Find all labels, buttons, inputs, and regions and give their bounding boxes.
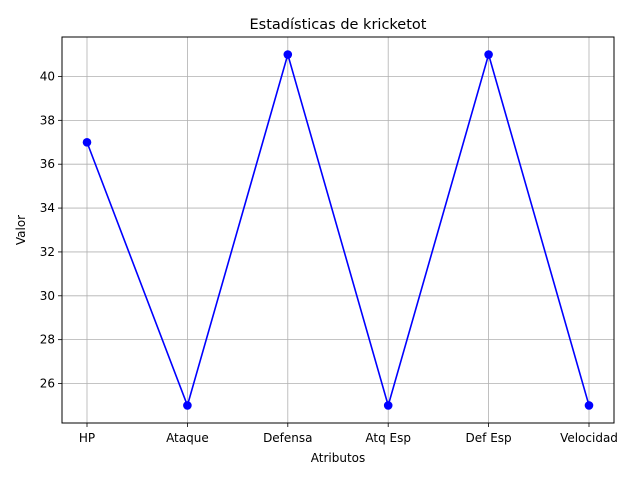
chart-title: Estadísticas de kricketot xyxy=(250,17,427,33)
series-line xyxy=(86,51,590,409)
data-point xyxy=(183,401,192,410)
y-tick-label: 38 xyxy=(40,113,55,127)
grid-lines xyxy=(62,37,614,423)
plot-frame xyxy=(61,36,615,424)
y-tick-label: 32 xyxy=(40,245,55,259)
y-tick-label: 40 xyxy=(40,69,55,83)
data-point xyxy=(484,50,493,59)
x-tick-label: Ataque xyxy=(166,431,209,445)
data-point xyxy=(584,401,594,410)
y-tick-label: 30 xyxy=(40,289,55,303)
y-tick-label: 26 xyxy=(40,377,55,391)
x-tick-label: Def Esp xyxy=(466,431,512,445)
y-axis-ticks: 26 28 30 32 34 36 38 40 xyxy=(40,69,62,391)
y-axis-label: Valor xyxy=(14,215,28,245)
x-axis-label: Atributos xyxy=(311,451,366,465)
y-tick-label: 36 xyxy=(40,157,55,171)
x-tick-label: HP xyxy=(79,431,95,445)
data-point xyxy=(82,137,92,147)
y-tick-label: 28 xyxy=(40,333,55,347)
series-group xyxy=(82,50,594,410)
x-tick-label: Velocidad xyxy=(560,431,618,445)
y-tick-label: 34 xyxy=(40,201,55,215)
data-point xyxy=(383,401,393,410)
data-point xyxy=(283,50,293,59)
x-axis-ticks: HP Ataque Defensa Atq Esp Def Esp Velocidad xyxy=(79,423,618,445)
x-tick-label: Atq Esp xyxy=(365,431,411,445)
x-tick-label: Defensa xyxy=(263,431,312,445)
